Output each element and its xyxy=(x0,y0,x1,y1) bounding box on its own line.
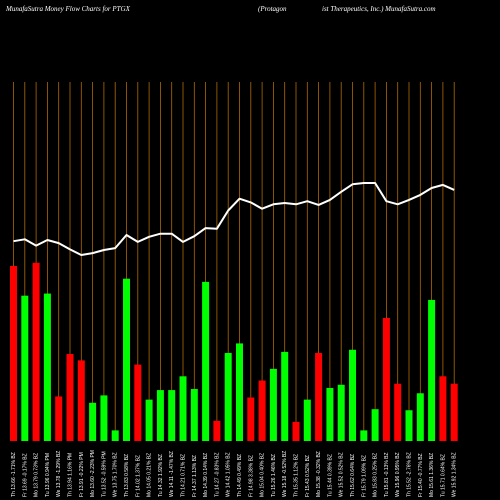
x-tick-label: We 15.92 1.34% BZ xyxy=(452,452,458,497)
money-flow-bar xyxy=(236,343,243,441)
x-tick-label: Th 13.83 0.58% BZ xyxy=(124,454,130,497)
money-flow-bar xyxy=(111,430,119,441)
money-flow-bar xyxy=(179,376,187,441)
x-tick-label: Th 14.49 0.49% BZ xyxy=(237,454,243,497)
money-flow-bar xyxy=(416,393,424,441)
x-tick-labels: Th 13.66 -1.71% BZ Fr 13.69 -0.17% BZ Mo 1… xyxy=(11,450,458,497)
x-tick-label: We 14.11 -1.47% BZ xyxy=(169,451,175,497)
x-tick-label: Th 15.52 -2.76% BZ xyxy=(407,452,413,497)
money-flow-bar xyxy=(100,395,108,441)
money-flow-bar xyxy=(382,317,390,441)
money-flow-bar xyxy=(202,281,210,441)
money-flow-bar xyxy=(89,402,97,441)
money-flow-bar xyxy=(55,396,63,441)
x-tick-label: Mo 14.39 0.14% BZ xyxy=(203,453,209,497)
money-flow-bar xyxy=(405,410,413,441)
x-tick-label: Mo 15.38 -0.32% BZ xyxy=(316,451,322,497)
x-tick-label: Tu 13.52 -0.59% PM xyxy=(101,451,107,497)
money-flow-bar xyxy=(21,295,29,441)
x-tick-label: Mo 15.61 1.36% BZ xyxy=(429,453,435,497)
money-flow-bar xyxy=(394,383,402,441)
money-flow-bar xyxy=(123,278,130,441)
x-tick-label: Fr 14.98 3.38% BZ xyxy=(248,455,254,497)
x-tick-label: Mo 13.79 0.73% BZ xyxy=(34,453,40,497)
money-flow-bar xyxy=(281,351,289,441)
x-tick-label: Tu 14.32 1.92% BZ xyxy=(158,454,164,497)
x-tick-label: Tu 13.96 0.94% PM xyxy=(45,453,51,497)
x-tick-label: Fr 13.69 -0.17% BZ xyxy=(22,453,28,497)
x-tick-label: Fr 15.43 0.52% BZ xyxy=(305,455,311,497)
x-tick-label: Mo 15.04 0.40% BZ xyxy=(260,453,266,497)
x-tick-label: We 14.42 1.05% BZ xyxy=(226,452,232,497)
x-tick-label: Tu 15.44 0.39% BZ xyxy=(327,454,333,497)
money-flow-bar xyxy=(439,376,447,441)
money-flow-bar xyxy=(10,265,17,441)
x-tick-label: Mo 14.05 0.21% BZ xyxy=(147,453,153,497)
x-tick-label: Tu 15.81 -0.13% BZ xyxy=(384,452,390,497)
x-tick-label: Fr 14.37 1.13% BZ xyxy=(192,455,198,497)
money-flow-bar xyxy=(326,387,334,441)
x-tick-label: Fr 15.79 1.09% BZ xyxy=(361,455,367,497)
money-flow-bar xyxy=(303,399,311,441)
money-flow-bar xyxy=(134,364,142,441)
price-line-layer xyxy=(13,182,455,256)
money-flow-bar xyxy=(190,389,198,441)
x-tick-label: Th 15.35 1.12% BZ xyxy=(294,454,300,497)
money-flow-bar xyxy=(315,352,323,441)
money-flow-bar xyxy=(32,262,40,441)
money-flow-bar xyxy=(371,409,379,441)
volume-bars xyxy=(10,262,458,441)
x-tick-label: We 15.18 -0.52% BZ xyxy=(282,451,288,497)
x-tick-label: Fr 15.40 -0.77% BZ xyxy=(418,453,424,497)
x-tick-label: Th 14.21 0.71% BZ xyxy=(181,454,187,497)
x-tick-label: We 15.52 0.52% BZ xyxy=(339,452,345,497)
chart-title-middle: (Protagon xyxy=(258,5,287,13)
x-tick-label: Th 13.94 1.16% PM xyxy=(68,453,74,497)
money-flow-bar xyxy=(349,349,356,441)
x-tick-label: Th 15.62 0.64% BZ xyxy=(350,454,356,497)
money-flow-bar xyxy=(247,397,255,441)
money-flow-bar xyxy=(156,390,164,441)
x-tick-label: Tu 15.26 1.46% BZ xyxy=(271,454,277,497)
money-flow-bar xyxy=(450,383,458,441)
x-tick-label: Fr 13.91 -0.22% PM xyxy=(79,452,85,497)
x-tick-label: Tu 15.71 0.64% BZ xyxy=(440,454,446,497)
chart-title-right: ist Therapeutics, Inc.) MunafaSutra.com xyxy=(322,5,436,13)
x-tick-label: Tu 14.27 -0.83% BZ xyxy=(214,452,220,497)
x-tick-label: We 13.75 1.70% BZ xyxy=(113,452,119,497)
money-flow-bar xyxy=(360,430,368,441)
money-flow-bar xyxy=(292,421,300,441)
price-line xyxy=(13,182,455,256)
x-tick-label: Mo 13.60 -2.23% PM xyxy=(90,450,96,497)
money-flow-bar xyxy=(43,293,51,441)
x-tick-label: We 15.96 0.95% BZ xyxy=(395,452,401,497)
chart-title-left: MunafaSutra Money Flow Charts for PTGX xyxy=(6,5,130,13)
money-flow-bar xyxy=(224,352,232,441)
money-flow-bar xyxy=(145,399,153,441)
money-flow-bar xyxy=(213,420,221,441)
money-flow-bar xyxy=(258,380,266,441)
x-tick-label: Fr 14.02 1.37% BZ xyxy=(135,455,141,497)
money-flow-bar xyxy=(77,360,85,441)
money-flow-bar xyxy=(66,354,74,441)
x-tick-label: Mo 15.83 0.25% BZ xyxy=(373,453,379,497)
x-tick-label: We 13.78 -1.29% BZ xyxy=(56,451,62,497)
money-flow-bar xyxy=(269,368,277,441)
money-flow-bar xyxy=(337,384,345,441)
money-flow-bar xyxy=(428,299,436,441)
x-tick-label: Th 13.66 -1.71% BZ xyxy=(11,452,17,497)
money-flow-bar xyxy=(168,390,176,441)
